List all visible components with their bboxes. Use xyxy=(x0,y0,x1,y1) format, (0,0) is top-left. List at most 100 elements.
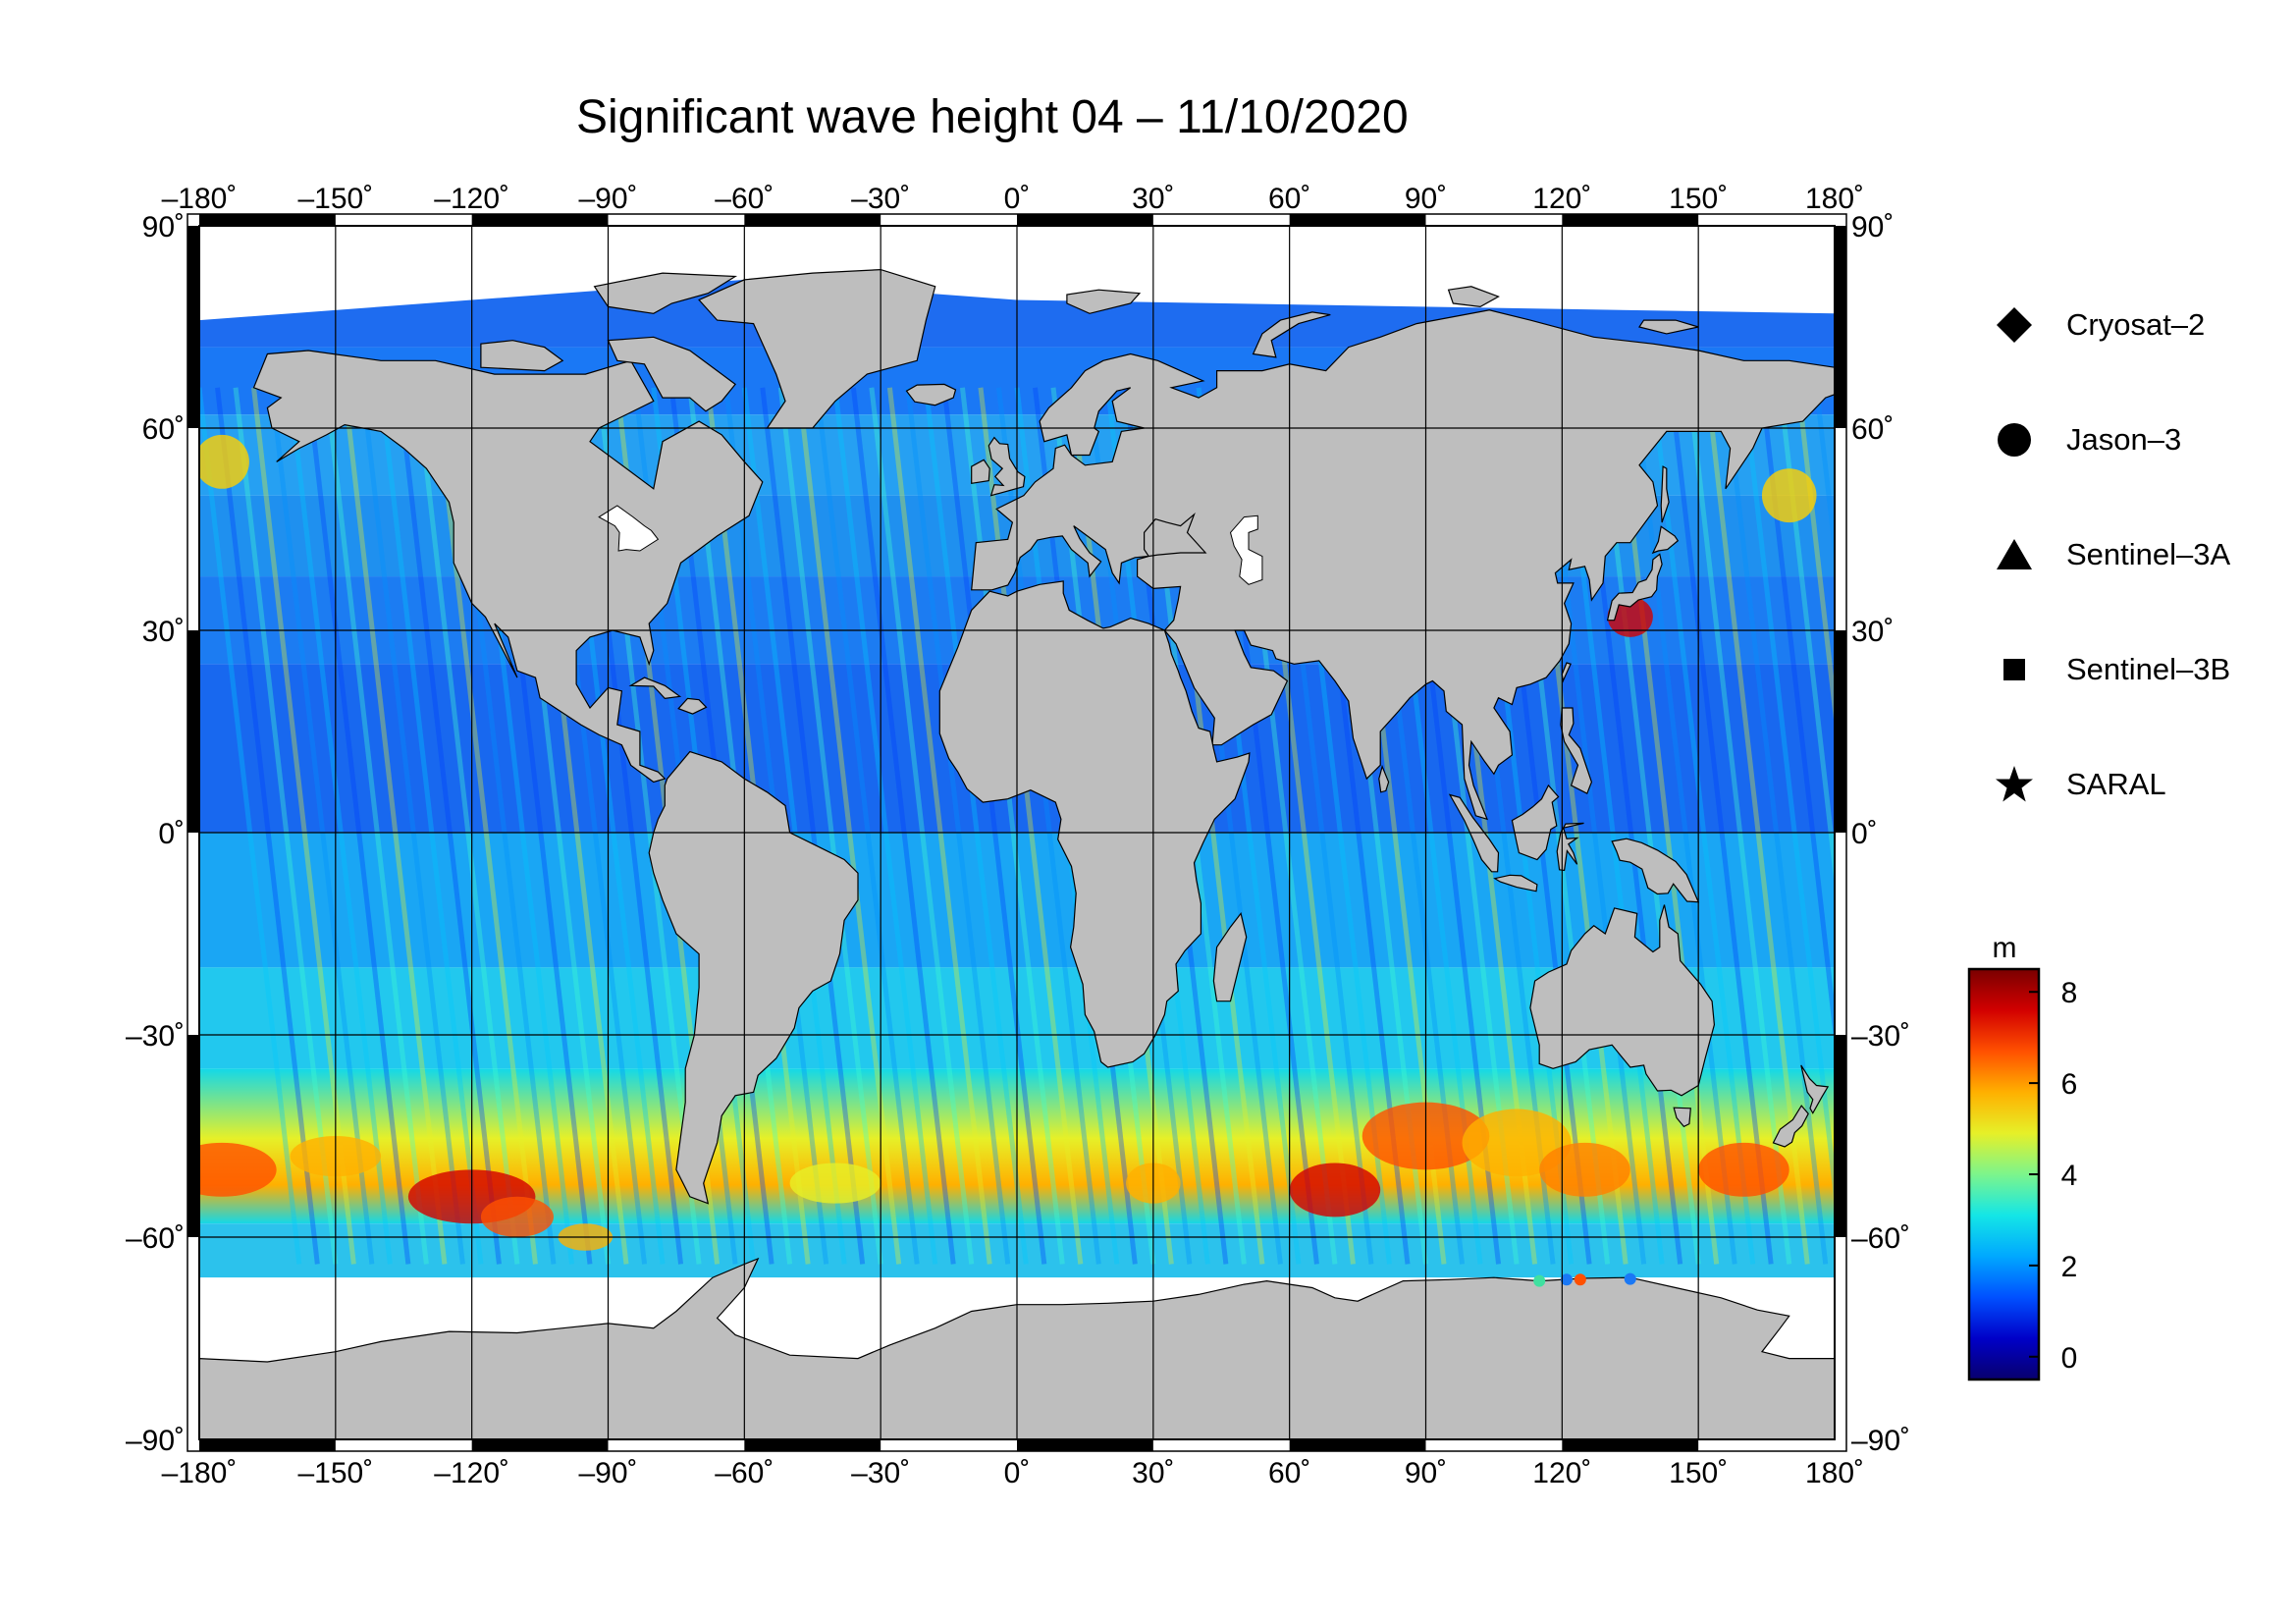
track-streak xyxy=(1668,387,1774,1265)
frame-segment xyxy=(1835,630,1846,833)
land-baffin-island xyxy=(607,336,736,412)
frame-segment xyxy=(187,630,199,833)
lon-tick-label-top: 30˚ xyxy=(1132,183,1174,215)
colorbar-unit: m xyxy=(1993,932,2017,964)
lon-tick-label-top: 0˚ xyxy=(1004,183,1031,215)
track-streak xyxy=(305,387,411,1265)
track-streak xyxy=(1795,387,1835,729)
track-streak xyxy=(251,387,356,1265)
frame-segment xyxy=(1289,214,1426,226)
high-wave-patch xyxy=(480,1196,554,1237)
high-wave-patch xyxy=(1761,468,1817,523)
legend-label: Jason–3 xyxy=(2066,422,2182,457)
colorbar: m 8 6 4 2 0 xyxy=(1967,932,2078,1381)
lat-tick-label-right: –90˚ xyxy=(1851,1425,1910,1457)
track-streak xyxy=(1704,387,1810,1265)
colorbar-tick-label: 8 xyxy=(2061,977,2078,1009)
track-streak xyxy=(378,387,484,1265)
land-novaya-zemlya xyxy=(1252,311,1331,358)
track-streak xyxy=(342,387,448,1265)
lat-tick-label-left: –90˚ xyxy=(126,1425,185,1457)
lat-tick-label-right: 0˚ xyxy=(1851,818,1878,850)
legend-item-cryosat2: Cryosat–2 xyxy=(1990,300,2205,350)
track-streak xyxy=(1686,387,1792,1265)
frame-segment xyxy=(187,1035,199,1237)
track-streak xyxy=(905,387,1011,1265)
lat-tick-label-right: 30˚ xyxy=(1851,616,1894,648)
land-new-zealand-north xyxy=(1800,1064,1830,1114)
frame-segment xyxy=(1289,1439,1426,1451)
track-streak xyxy=(741,387,847,1265)
legend-label: Sentinel–3B xyxy=(2066,652,2231,686)
land-australia xyxy=(1529,904,1716,1097)
land-sakhalin xyxy=(1660,465,1670,523)
frame-segment xyxy=(744,1439,881,1451)
high-wave-patch xyxy=(199,434,249,489)
lon-tick-label-top: 180˚ xyxy=(1805,183,1864,215)
land-eurasia xyxy=(971,309,1835,821)
land-new-guinea xyxy=(1611,838,1700,903)
lon-tick-label-bottom: –90˚ xyxy=(578,1457,637,1489)
land-hokkaido xyxy=(1651,525,1680,555)
frame-segment xyxy=(1835,1035,1846,1237)
track-streak xyxy=(215,387,320,1265)
legend-label: Cryosat–2 xyxy=(2066,307,2206,342)
lon-tick-label-bottom: 30˚ xyxy=(1132,1457,1174,1489)
map-title: Significant wave height 04 – 11/10/2020 xyxy=(576,91,1409,143)
diamond-icon xyxy=(1990,306,2039,344)
land-japan xyxy=(1606,553,1663,622)
land-java xyxy=(1493,874,1538,893)
lon-tick-label-bottom: –180˚ xyxy=(162,1457,238,1489)
track-streak xyxy=(941,387,1047,1265)
lon-tick-label-top: –60˚ xyxy=(715,183,774,215)
graticule xyxy=(198,225,1836,1440)
high-wave-patch xyxy=(199,1142,277,1197)
lat-tick-label-right: –60˚ xyxy=(1851,1222,1910,1255)
track-streak xyxy=(1740,387,1835,1207)
track-streak xyxy=(777,387,883,1265)
land-new-zealand-south xyxy=(1772,1105,1809,1148)
lon-tick-label-top: 60˚ xyxy=(1268,183,1310,215)
high-wave-patch xyxy=(1539,1142,1630,1197)
track-streak xyxy=(978,387,1084,1265)
lon-tick-label-bottom: –30˚ xyxy=(851,1457,910,1489)
land-hispaniola xyxy=(677,697,708,715)
land-iceland xyxy=(905,383,957,406)
lon-tick-label-bottom: 0˚ xyxy=(1004,1457,1031,1489)
track-streak xyxy=(1814,387,1835,569)
star-icon xyxy=(1990,765,2039,804)
lon-tick-label-bottom: 90˚ xyxy=(1405,1457,1447,1489)
land-borneo xyxy=(1511,784,1560,861)
track-streak xyxy=(414,387,520,1265)
land-greenland xyxy=(698,268,936,429)
high-wave-patch xyxy=(1289,1163,1381,1217)
legend-label: Sentinel–3A xyxy=(2066,537,2231,571)
lat-tick-label-right: 60˚ xyxy=(1851,413,1894,446)
land-ireland xyxy=(971,459,990,484)
track-point xyxy=(1533,1274,1546,1287)
land-madagascar xyxy=(1212,912,1248,1002)
high-wave-patch xyxy=(1698,1142,1789,1197)
track-streak xyxy=(923,387,1029,1265)
lat-tick-label-right: –30˚ xyxy=(1851,1020,1910,1053)
track-point xyxy=(1574,1273,1586,1286)
colorbar-tick-label: 2 xyxy=(2061,1251,2078,1283)
frame-segment xyxy=(1017,214,1153,226)
lon-tick-label-top: –30˚ xyxy=(851,183,910,215)
lon-tick-label-top: 90˚ xyxy=(1405,183,1447,215)
frame-segment xyxy=(1562,214,1699,226)
lon-tick-label-bottom: 60˚ xyxy=(1268,1457,1310,1489)
track-streak xyxy=(269,387,375,1265)
circle-icon xyxy=(1990,421,2039,459)
frame-segment xyxy=(199,214,336,226)
map-frame xyxy=(187,213,1847,1452)
track-streak xyxy=(814,387,920,1265)
colorbar-tick-label: 6 xyxy=(2061,1068,2078,1101)
frame-segment xyxy=(471,1439,609,1451)
track-point xyxy=(1560,1273,1573,1286)
land-cuba xyxy=(628,676,682,700)
track-streak xyxy=(360,387,465,1265)
high-wave-patch xyxy=(789,1163,881,1204)
track-streak xyxy=(760,387,866,1265)
land-svalbard xyxy=(1066,289,1142,314)
